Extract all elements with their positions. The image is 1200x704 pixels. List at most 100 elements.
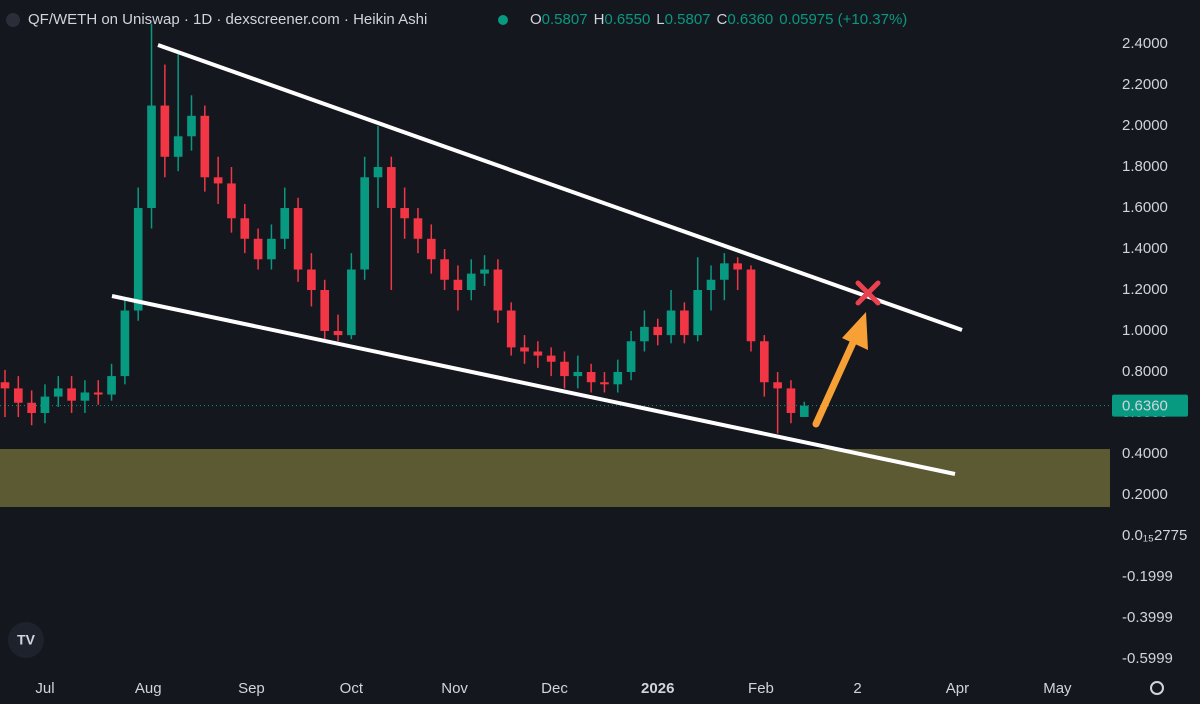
candle-body	[253, 238, 263, 260]
ohlc-key: C	[717, 11, 728, 28]
candle-body	[706, 279, 716, 291]
candle-body	[333, 331, 343, 336]
ohlc-key: O	[530, 11, 542, 28]
candle-body	[746, 269, 756, 342]
x-tick-label: Nov	[441, 680, 468, 697]
y-tick-label: 1.4000	[1122, 240, 1168, 257]
candle-body	[680, 310, 689, 336]
candle-body	[320, 290, 330, 332]
upper-trendline	[157, 43, 963, 332]
target-x	[855, 280, 881, 306]
candle-body	[267, 238, 276, 260]
ohlc-value: 0.5807	[542, 11, 588, 28]
candle-body	[360, 177, 370, 270]
candle-body	[733, 263, 742, 270]
candle-body	[213, 177, 223, 184]
candle-body	[187, 115, 196, 137]
candle-body	[293, 208, 303, 270]
candle-body	[53, 388, 63, 397]
y-tick-label: 0.2000	[1122, 486, 1168, 503]
x-tick-label: Dec	[541, 680, 568, 697]
candle-body	[160, 105, 170, 157]
y-tick-label: 2.4000	[1122, 35, 1168, 52]
change: 0.05975 (+10.37%)	[779, 11, 907, 28]
y-tick-label: 0.0₁₅2775	[1122, 527, 1187, 544]
candle-body	[147, 105, 156, 209]
last-price-label: 0.6360	[1122, 398, 1168, 415]
arrow	[812, 312, 868, 428]
y-tick-label: -0.3999	[1122, 609, 1173, 626]
y-tick-label: 1.8000	[1122, 158, 1168, 175]
y-tick-label: 0.4000	[1122, 445, 1168, 462]
lower-trendline	[111, 294, 956, 476]
candle-body	[759, 341, 769, 383]
candle-body	[200, 115, 210, 178]
settings-icon[interactable]	[1150, 681, 1164, 695]
candle-body	[240, 218, 250, 239]
candle-body	[307, 269, 316, 291]
tv-logo: TV	[8, 622, 44, 658]
symbol-icon	[6, 13, 20, 27]
header-title: QF/WETH on Uniswap · 1D · dexscreener.co…	[28, 11, 427, 28]
candle-body	[400, 208, 409, 219]
support-zone	[0, 449, 1110, 507]
candle-body	[720, 263, 729, 280]
candle-body	[107, 376, 116, 395]
candle-body	[773, 382, 782, 389]
x-tick-label: Apr	[946, 680, 969, 697]
y-tick-label: 1.2000	[1122, 281, 1168, 298]
candle-body	[613, 371, 623, 385]
candle-body	[533, 351, 543, 356]
y-tick-label: -0.5999	[1122, 650, 1173, 667]
y-tick-label: 2.0000	[1122, 117, 1168, 134]
candle-body	[799, 405, 809, 417]
candle-body	[386, 167, 396, 209]
x-tick-label: Oct	[340, 680, 364, 697]
candle-body	[520, 347, 529, 352]
candle-body	[280, 208, 290, 239]
candle-body	[453, 279, 463, 291]
candle-body	[173, 136, 183, 157]
candle-body	[653, 326, 663, 336]
candle-body	[413, 218, 423, 239]
candle-body	[27, 402, 36, 413]
candle-body	[120, 310, 130, 377]
candle-body	[440, 259, 449, 280]
candle-body	[786, 388, 796, 413]
candle-body	[693, 290, 703, 336]
candle-body	[347, 269, 356, 336]
ohlc-value: 0.5807	[665, 11, 711, 28]
candle-body	[600, 382, 609, 385]
x-tick-label: Feb	[748, 680, 774, 697]
ohlc: O0.5807 H0.6550 L0.5807 C0.6360 0.05975 (+10…	[530, 11, 907, 28]
candle-body	[586, 371, 596, 383]
candle-body	[560, 361, 569, 377]
plot	[0, 23, 1110, 434]
candle-body	[80, 392, 90, 401]
candle-body	[373, 167, 383, 178]
candle-body	[546, 355, 556, 362]
y-tick-label: -0.1999	[1122, 568, 1173, 585]
y-tick-label: 1.0000	[1122, 322, 1168, 339]
y-tick-label: 1.6000	[1122, 199, 1168, 216]
x-tick-label: 2	[853, 680, 861, 697]
ohlc-key: H	[594, 11, 605, 28]
candle-body	[93, 392, 103, 395]
ohlc-value: 0.6360	[727, 11, 773, 28]
candle-body	[40, 396, 50, 413]
x-tick-label: May	[1043, 680, 1072, 697]
x-tick-label: 2026	[641, 680, 674, 697]
header: QF/WETH on Uniswap · 1D · dexscreener.co…	[6, 11, 907, 28]
candle-body	[640, 326, 649, 342]
ohlc-value: 0.6550	[604, 11, 650, 28]
candle-body	[626, 341, 636, 372]
candle-body	[133, 208, 143, 311]
candle-body	[227, 183, 236, 219]
candle-body	[426, 238, 436, 260]
ohlc-key: L	[656, 11, 664, 28]
y-tick-label: 0.8000	[1122, 363, 1168, 380]
svg-text:TV: TV	[17, 632, 36, 648]
candle-body	[506, 310, 516, 348]
